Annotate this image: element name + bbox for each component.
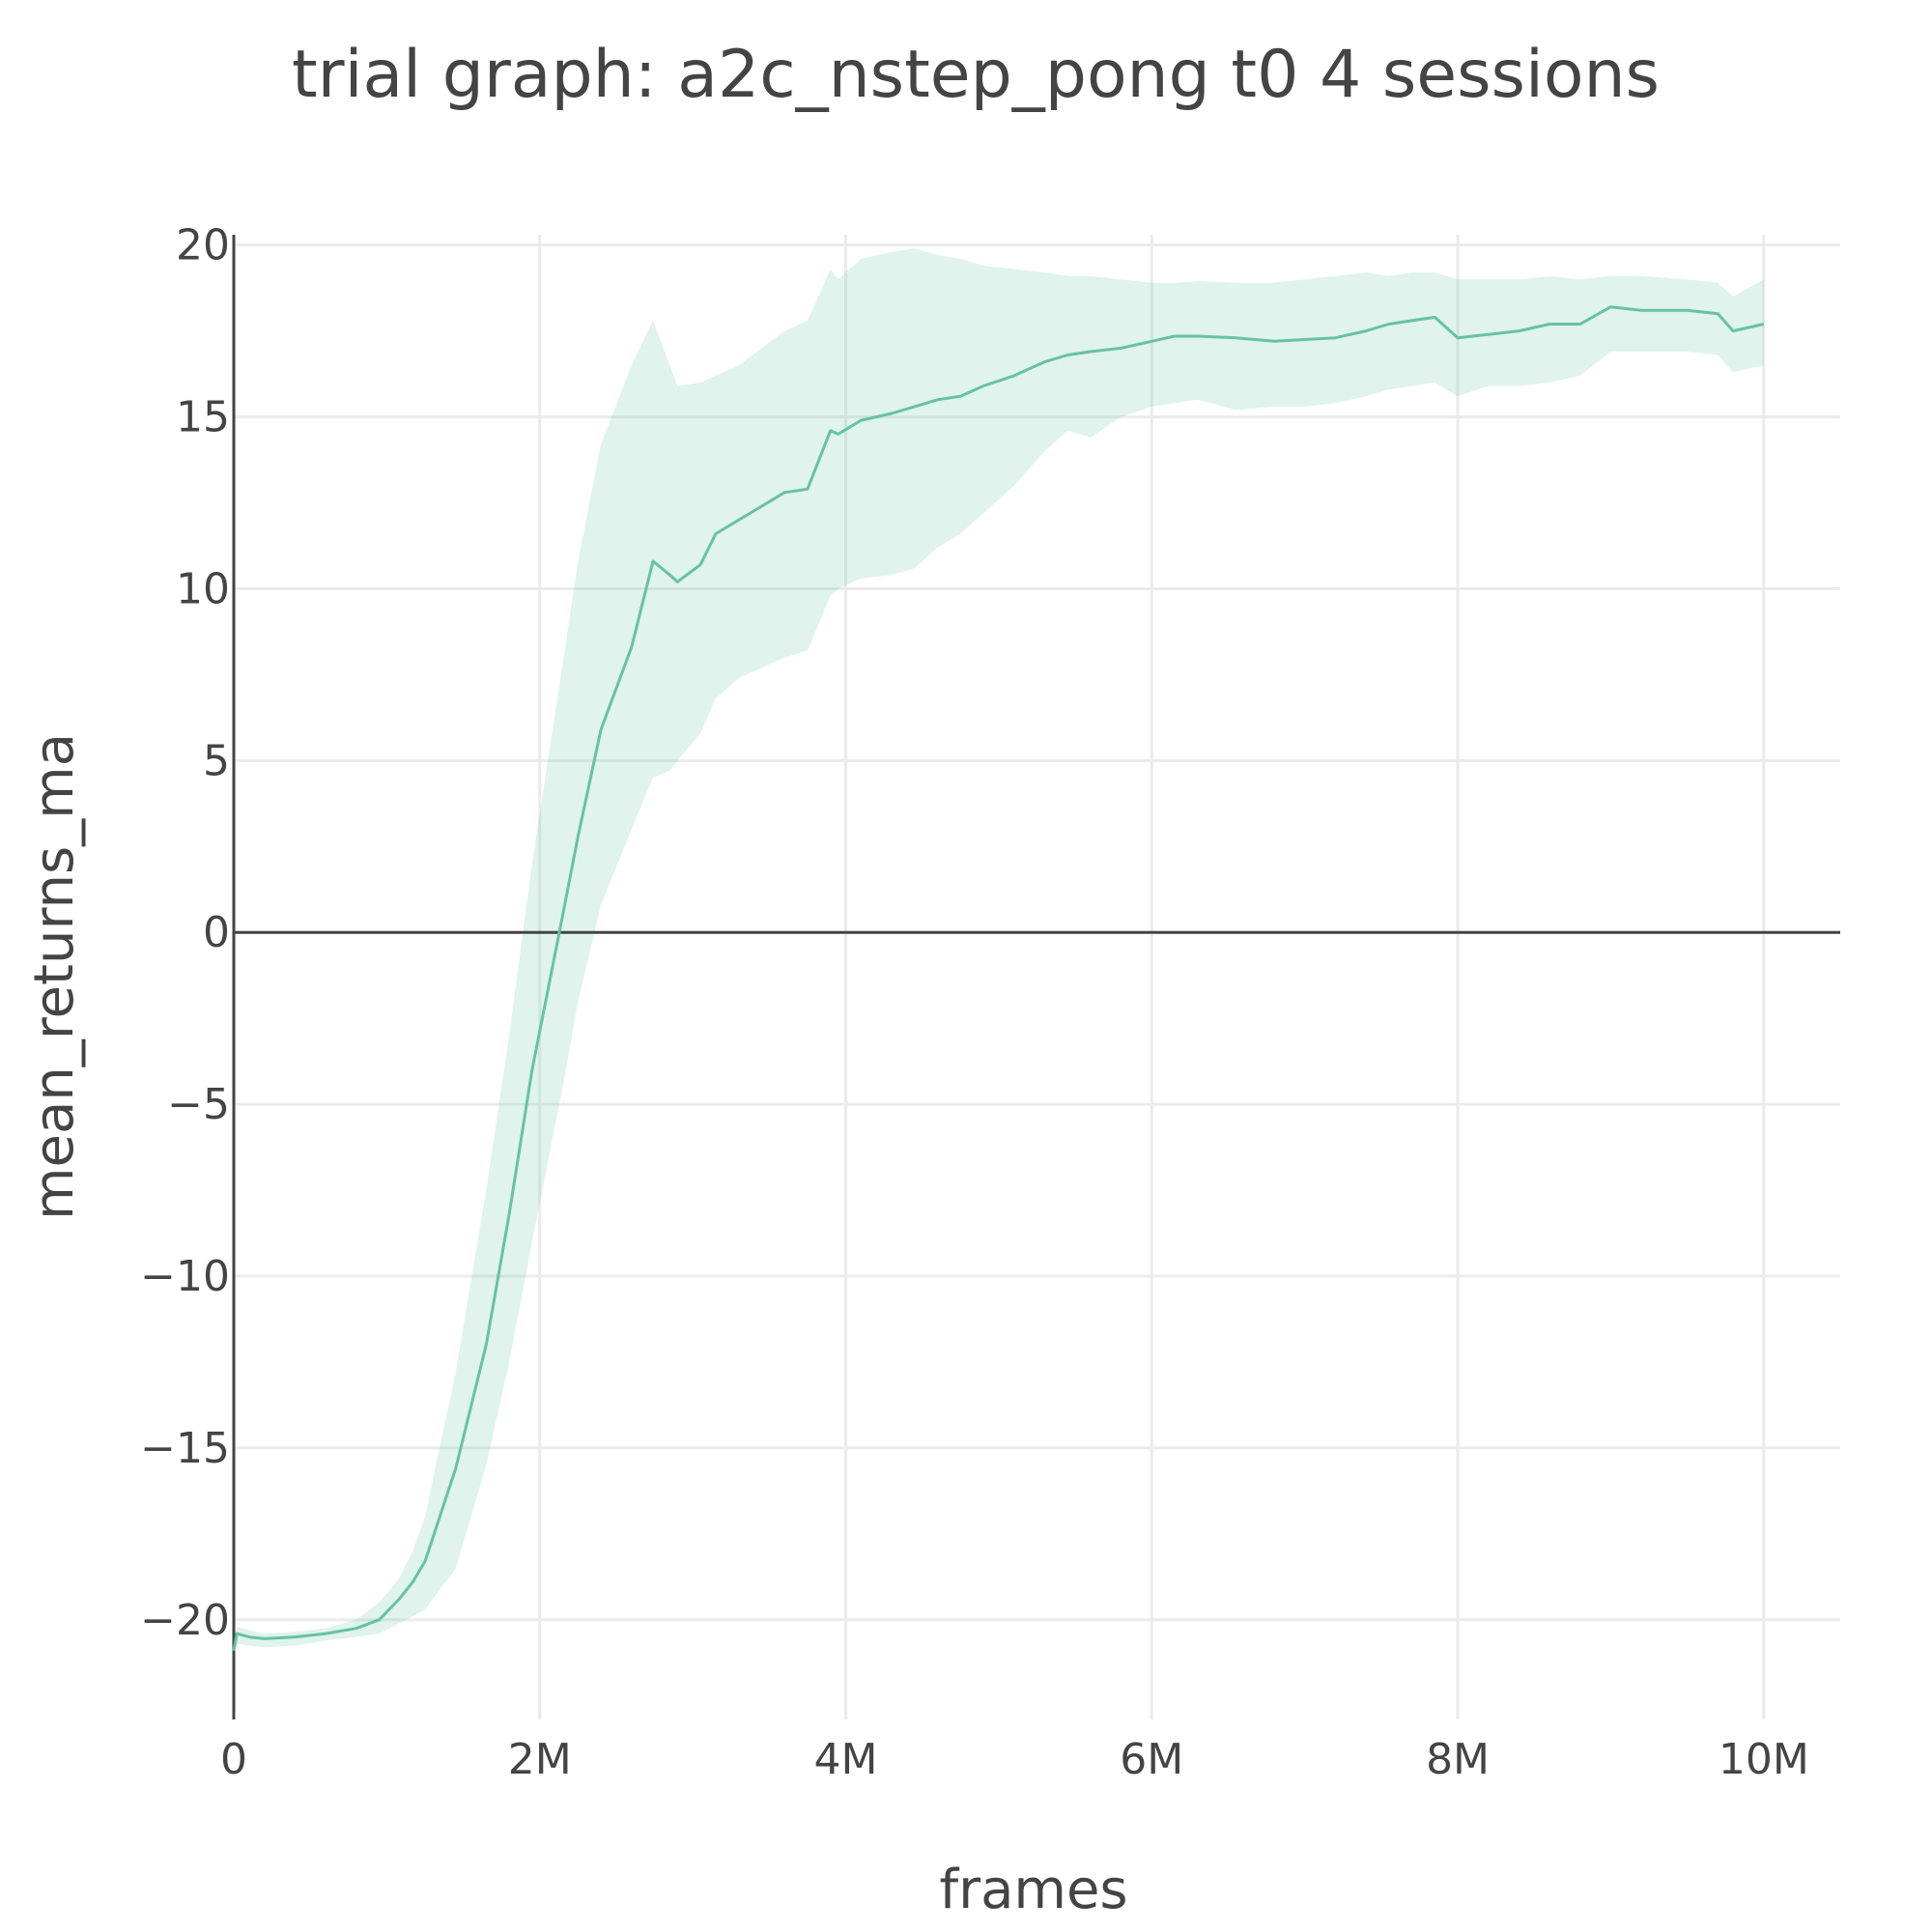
y-tick-label-1: 15 (176, 393, 230, 442)
y-tick-label-8: −20 (140, 1596, 230, 1645)
x-tick-label-3: 6M (1120, 1735, 1183, 1784)
y-axis-ticks: 20 15 10 5 0 −5 −10 −15 −20 (140, 221, 230, 1645)
x-tick-label-0: 0 (220, 1735, 247, 1784)
x-tick-label-2: 4M (814, 1735, 878, 1784)
series-line (232, 305, 1765, 1652)
x-tick-label-1: 2M (508, 1735, 572, 1784)
y-tick-label-6: −10 (140, 1252, 230, 1301)
y-tick-label-2: 10 (176, 564, 230, 613)
x-tick-label-5: 10M (1719, 1735, 1809, 1784)
y-tick-label-7: −15 (140, 1424, 230, 1473)
y-tick-label-5: −5 (167, 1080, 230, 1129)
x-axis-ticks: 0 2M 4M 6M 8M 10M (220, 1735, 1809, 1784)
chart-title: trial graph: a2c_nstep_pong t0 4 session… (292, 37, 1660, 113)
gridlines (234, 235, 1840, 1719)
x-axis-title: frames (939, 1859, 1127, 1921)
band (234, 248, 1764, 1662)
x-tick-label-4: 8M (1426, 1735, 1490, 1784)
y-axis-title: mean_returns_ma (23, 733, 86, 1220)
y-tick-label-0: 20 (176, 221, 230, 270)
y-tick-label-3: 5 (203, 736, 230, 785)
y-tick-label-4: 0 (203, 908, 230, 957)
